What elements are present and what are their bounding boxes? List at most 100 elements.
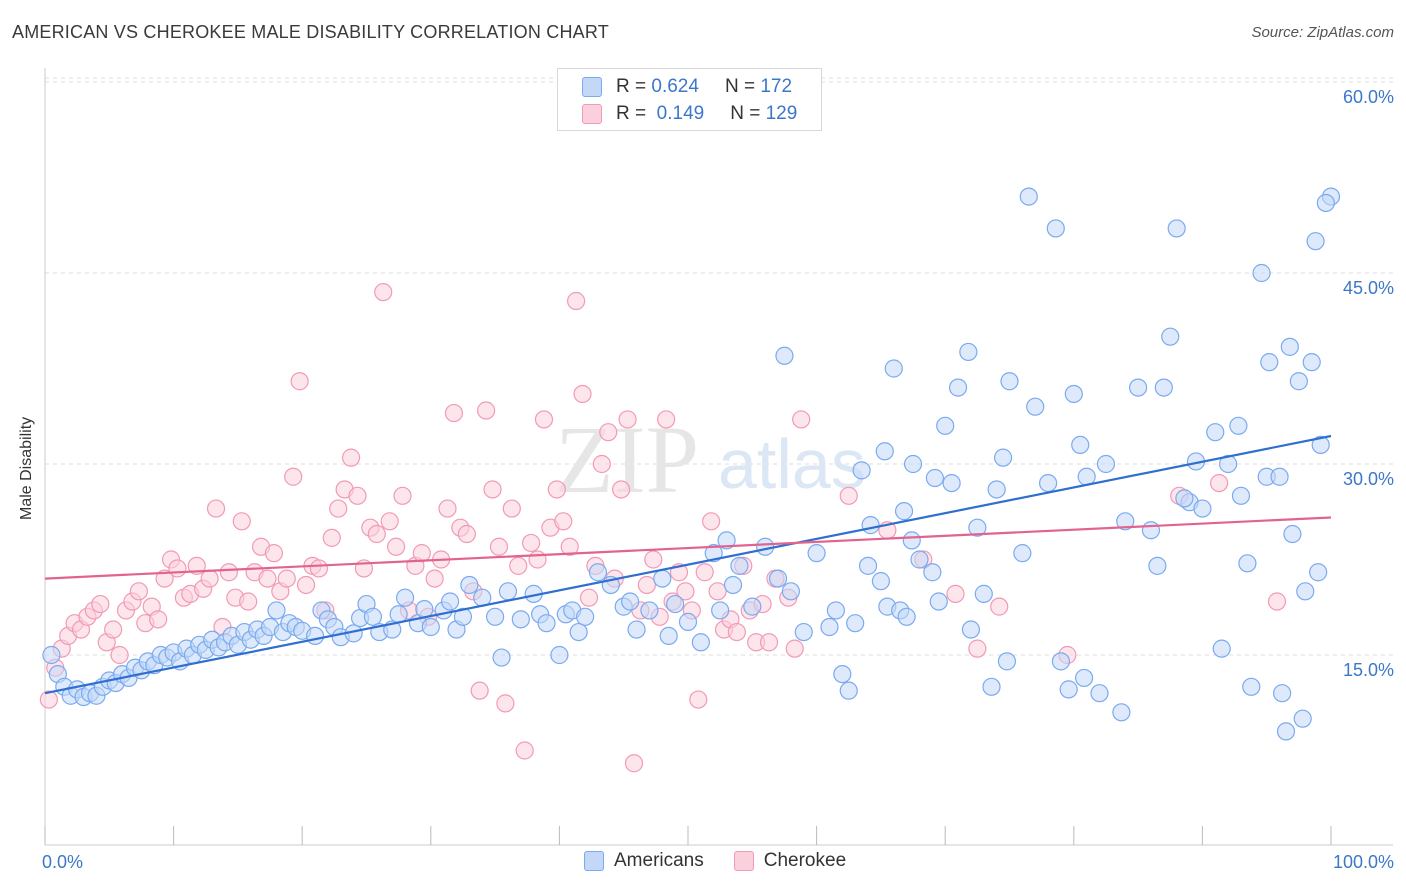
cherokee-point	[129, 582, 148, 601]
cherokee-point	[618, 410, 637, 429]
americans-swatch	[582, 77, 602, 97]
americans-point	[717, 531, 736, 550]
cherokee-point	[393, 486, 412, 505]
americans-point	[1306, 232, 1325, 251]
americans-point	[993, 448, 1013, 467]
cherokee-point	[657, 410, 676, 429]
americans-point	[826, 601, 845, 620]
americans-point	[711, 601, 730, 620]
legend-r-value-americans: 0.624	[651, 76, 699, 97]
cherokee-swatch	[582, 104, 602, 124]
cherokee-point	[322, 528, 341, 547]
cherokee-point	[759, 633, 779, 652]
americans-point	[486, 607, 505, 626]
americans-point	[492, 648, 511, 667]
cherokee-point	[290, 372, 309, 391]
americans-point	[1038, 474, 1058, 493]
cherokee-trend-line	[44, 516, 1332, 580]
americans-point	[653, 569, 672, 588]
americans-point	[621, 592, 640, 611]
americans-point	[861, 516, 880, 535]
americans-legend-swatch	[584, 851, 604, 871]
cherokee-point	[599, 423, 618, 442]
americans-point	[1148, 556, 1167, 575]
cherokee-point	[522, 533, 541, 553]
cherokee-point	[425, 569, 444, 588]
americans-trend-line	[44, 434, 1332, 695]
americans-point	[775, 346, 794, 365]
americans-point	[974, 584, 993, 603]
americans-point	[1046, 219, 1065, 238]
cherokee-point	[534, 410, 554, 429]
americans-point	[875, 442, 894, 461]
americans-point	[1116, 512, 1135, 531]
cherokee-point	[206, 499, 226, 518]
americans-point	[363, 607, 383, 626]
cherokee-point	[509, 556, 528, 575]
americans-point	[1260, 353, 1279, 372]
cherokee-point	[968, 639, 987, 658]
cherokee-point	[1210, 474, 1229, 493]
watermark-atlas: atlas	[718, 425, 866, 503]
cherokee-point	[560, 537, 579, 556]
cherokee-point	[155, 569, 174, 588]
cherokee-point	[708, 582, 727, 601]
cherokee-point	[264, 544, 284, 563]
cherokee-point	[219, 563, 238, 582]
cherokee-point	[329, 499, 348, 518]
legend-r-label: R =	[616, 76, 647, 97]
cherokee-point	[348, 486, 367, 505]
americans-point	[460, 575, 479, 595]
americans-point	[910, 550, 929, 569]
cherokee-point	[309, 559, 329, 578]
cherokee-point	[567, 291, 586, 311]
americans-point	[1296, 582, 1315, 601]
y-tick-label: 45.0%	[1342, 278, 1394, 298]
americans-point	[1311, 435, 1330, 454]
legend-n-label: N =	[730, 103, 761, 124]
americans-point	[894, 502, 914, 521]
americans-point	[1252, 263, 1271, 283]
cherokee-point	[990, 597, 1009, 616]
americans-point	[511, 610, 530, 629]
americans-point	[1096, 454, 1116, 474]
cherokee-point	[149, 610, 168, 629]
cherokee-point	[489, 537, 509, 556]
americans-point	[1161, 327, 1180, 346]
cherokee-point	[689, 690, 708, 709]
series-legend: Americans Cherokee	[584, 850, 876, 872]
americans-point	[1193, 499, 1212, 518]
americans-point	[1316, 193, 1335, 213]
americans-point	[1212, 639, 1231, 658]
americans-point	[897, 607, 916, 626]
americans-point	[1074, 668, 1094, 688]
cherokee-point	[637, 575, 656, 595]
trend-lines	[44, 434, 1332, 695]
americans-point	[666, 594, 685, 614]
americans-point	[723, 575, 743, 595]
cherokee-point	[702, 512, 721, 531]
americans-point	[929, 592, 948, 611]
cherokee-point	[200, 569, 219, 588]
americans-point	[923, 563, 942, 582]
cherokee-point	[839, 486, 858, 505]
cherokee-point	[573, 384, 592, 404]
americans-point	[576, 607, 595, 626]
americans-point	[833, 664, 852, 684]
legend-n-label: N =	[724, 76, 756, 97]
americans-point	[903, 454, 923, 474]
legend-item-cherokee: Cherokee	[733, 850, 846, 872]
americans-point	[678, 612, 698, 631]
legend-row-americans: R = 0.624 N = 172	[582, 76, 792, 98]
americans-point	[588, 563, 608, 582]
x-tick-label: 100.0%	[1332, 852, 1394, 872]
americans-point	[743, 597, 762, 616]
americans-point	[987, 480, 1006, 499]
americans-point	[1302, 353, 1321, 372]
americans-point	[968, 518, 987, 537]
americans-point	[1167, 219, 1186, 238]
correlation-legend: R = 0.624 N = 172 R = 0.149 N = 129	[557, 68, 822, 131]
americans-point	[781, 582, 800, 601]
americans-point	[1283, 524, 1302, 544]
